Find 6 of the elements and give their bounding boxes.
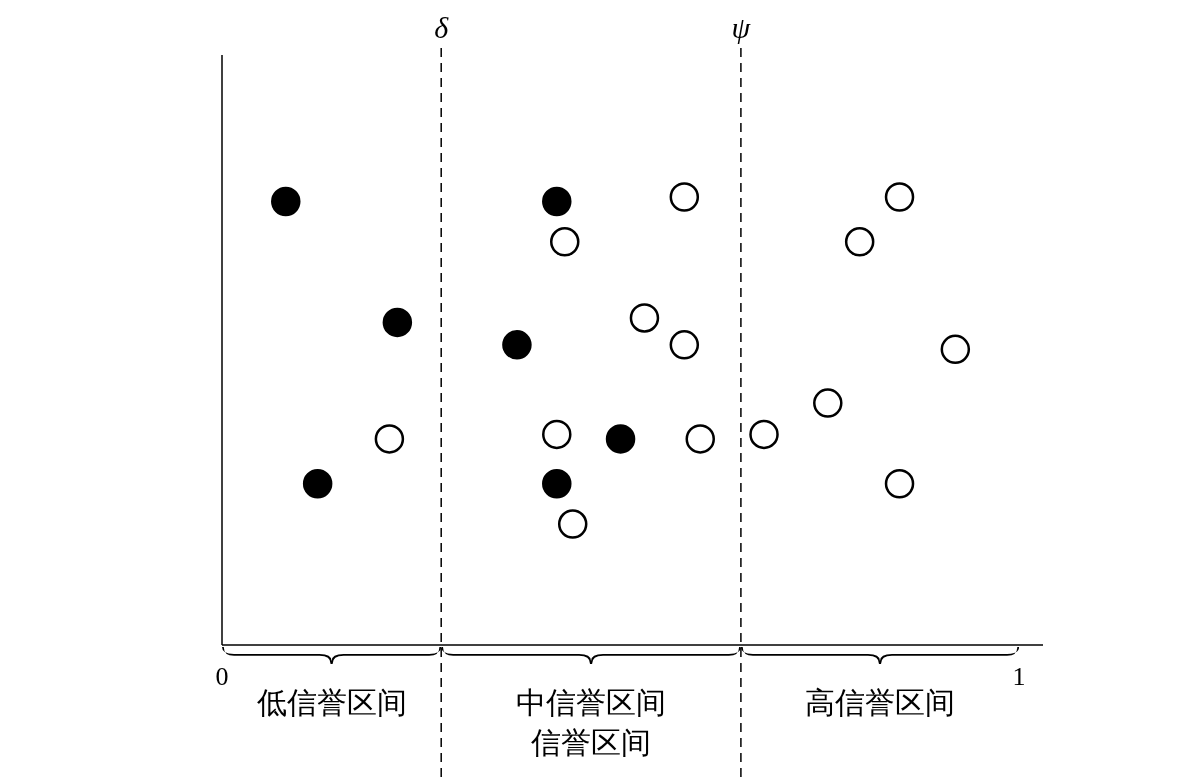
ref-line-label: δ (434, 11, 450, 44)
text: 信誉区间 (531, 726, 652, 759)
ref-line-label: ψ (731, 11, 752, 44)
text: 高信誉区间 (805, 686, 955, 719)
text: 低信誉区间 (256, 686, 407, 719)
text: 中信誉区间 (516, 686, 667, 719)
